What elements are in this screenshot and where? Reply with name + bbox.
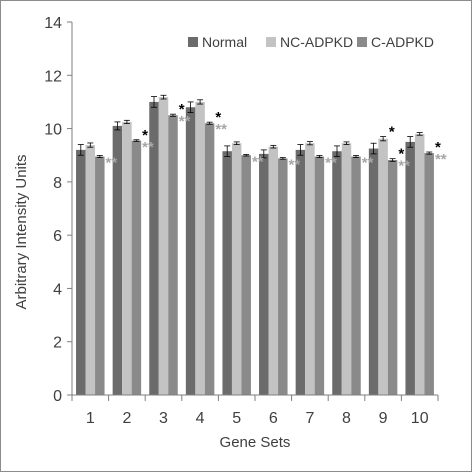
- bar: [158, 97, 169, 395]
- y-axis-ticks: 0 2 4 6 8 10 12 14: [44, 15, 72, 405]
- bar: [332, 151, 342, 395]
- bar: [378, 138, 388, 395]
- bar: [351, 156, 361, 395]
- x-tick-label: 2: [122, 410, 131, 427]
- x-tick-label: 4: [196, 410, 205, 427]
- x-tick-label: 1: [86, 410, 95, 427]
- significance-marker: *: [435, 139, 441, 156]
- significance-marker: *: [142, 127, 148, 144]
- legend: Normal NC-ADPKD C-ADPKD: [188, 34, 434, 50]
- y-tick-label: 4: [53, 281, 62, 298]
- y-tick-label: 10: [44, 122, 62, 139]
- bar: [85, 145, 96, 395]
- legend-label: C-ADPKD: [371, 34, 434, 50]
- y-tick-label: 12: [44, 68, 62, 85]
- bar: [387, 160, 398, 395]
- legend-swatch: [357, 37, 367, 47]
- significance-marker: **: [289, 157, 301, 174]
- x-axis-label: Gene Sets: [220, 434, 291, 451]
- significance-annotations: ******** ***** ** ** *********: [106, 101, 447, 174]
- bar: [149, 101, 159, 395]
- bar: [76, 149, 86, 395]
- bar: [231, 143, 242, 395]
- bar: [268, 146, 279, 395]
- bar: [341, 143, 352, 395]
- significance-marker: *: [179, 101, 185, 118]
- legend-swatch: [266, 37, 276, 47]
- bar: [122, 121, 132, 396]
- bar: [295, 149, 306, 395]
- significance-marker: **: [398, 158, 410, 175]
- bar: [405, 141, 415, 395]
- bar: [195, 101, 205, 395]
- significance-marker: **: [142, 139, 154, 156]
- y-tick-label: 8: [53, 175, 62, 192]
- bar: [278, 158, 288, 395]
- significance-marker: **: [179, 113, 191, 130]
- x-tick-label: 9: [379, 410, 388, 427]
- error-bars: [77, 94, 433, 162]
- bar: [414, 133, 425, 395]
- significance-marker: **: [362, 154, 374, 171]
- bars: [76, 97, 434, 396]
- x-tick-label: 10: [411, 410, 429, 427]
- bar: [168, 115, 178, 395]
- legend-swatch: [188, 37, 198, 47]
- significance-marker: **: [106, 154, 118, 171]
- bar: [259, 153, 269, 395]
- bar: [222, 151, 232, 395]
- significance-marker: **: [435, 151, 447, 168]
- y-tick-label: 2: [53, 335, 62, 352]
- significance-marker: *: [398, 146, 404, 163]
- y-tick-label: 0: [53, 388, 62, 405]
- y-tick-label: 6: [53, 228, 62, 245]
- x-tick-label: 5: [232, 410, 241, 427]
- bar: [204, 123, 215, 395]
- bar: [241, 155, 251, 395]
- x-tick-label: 3: [159, 410, 168, 427]
- bar: [314, 156, 325, 395]
- bar: [112, 125, 123, 396]
- x-tick-label: 7: [305, 410, 314, 427]
- x-tick-label: 8: [342, 410, 351, 427]
- legend-label: NC-ADPKD: [280, 34, 353, 50]
- y-axis-label: Arbitrary Intensity Units: [13, 154, 30, 309]
- bar: [305, 143, 315, 395]
- significance-marker: **: [325, 154, 337, 171]
- y-tick-label: 14: [44, 15, 62, 32]
- significance-marker: *: [389, 124, 395, 141]
- bar: [95, 156, 105, 395]
- significance-marker: **: [215, 121, 227, 138]
- significance-marker: *: [215, 109, 221, 126]
- significance-marker: **: [252, 153, 264, 170]
- bar: [185, 107, 196, 395]
- bar: [424, 153, 434, 395]
- bar: [131, 140, 142, 395]
- bar: [368, 148, 379, 395]
- x-tick-label: 6: [269, 410, 278, 427]
- x-axis-ticks: 1 2 3 4 5 6 7 8 9 10: [71, 395, 439, 427]
- legend-label: Normal: [202, 34, 247, 50]
